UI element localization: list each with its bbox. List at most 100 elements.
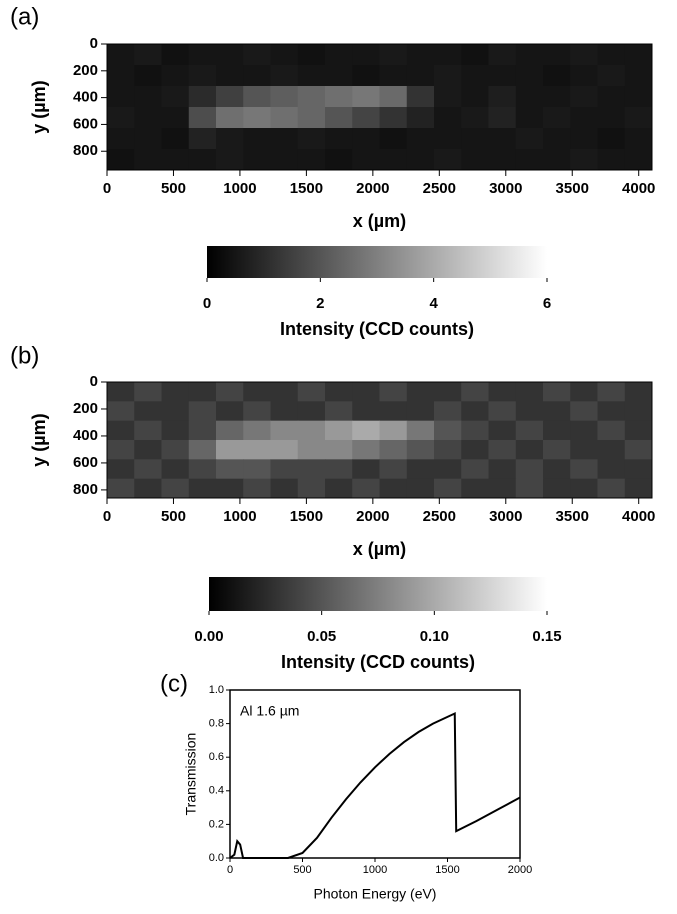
heatmap-cell bbox=[297, 478, 326, 499]
heatmap-cell bbox=[434, 459, 462, 480]
x-tick-label: 0 bbox=[227, 864, 233, 876]
heatmap-cell bbox=[134, 459, 162, 480]
heatmap-cell bbox=[406, 401, 435, 422]
heatmap-cell bbox=[352, 401, 380, 422]
heatmap-cell bbox=[597, 382, 626, 402]
heatmap-cell bbox=[570, 478, 598, 499]
heatmap-cell bbox=[461, 440, 489, 460]
x-tick-label: 500 bbox=[161, 180, 186, 197]
heatmap-cell bbox=[406, 382, 435, 402]
heatmap-cell bbox=[461, 65, 489, 87]
heatmap-cell bbox=[161, 440, 190, 460]
heatmap-cell bbox=[243, 459, 271, 480]
heatmap-cell bbox=[325, 459, 353, 480]
heatmap-cell bbox=[325, 86, 353, 108]
heatmap-cell bbox=[406, 107, 435, 129]
heatmap-cell bbox=[624, 149, 653, 171]
heatmap-cell bbox=[434, 382, 462, 402]
heatmap-cell bbox=[379, 420, 408, 441]
heatmap-cell bbox=[188, 459, 217, 480]
heatmap-cell bbox=[107, 44, 135, 66]
heatmap-cell bbox=[624, 107, 653, 129]
heatmap-cell bbox=[597, 420, 626, 441]
heatmap-cell bbox=[434, 65, 462, 87]
heatmap-cell bbox=[352, 149, 380, 171]
heatmap-cell bbox=[624, 65, 653, 87]
x-tick-label: 2000 bbox=[356, 180, 389, 197]
heatmap-cell bbox=[624, 478, 653, 499]
heatmap-cell bbox=[325, 478, 353, 499]
y-tick-label: 0.8 bbox=[209, 718, 224, 730]
heatmap-cell bbox=[325, 65, 353, 87]
heatmap-cell bbox=[325, 128, 353, 150]
heatmap-cell bbox=[161, 44, 190, 66]
heatmap-cell bbox=[379, 65, 408, 87]
heatmap-cell bbox=[597, 86, 626, 108]
y-tick-label: 600 bbox=[73, 115, 98, 132]
heatmap-cell bbox=[134, 478, 162, 499]
x-tick-label: 1500 bbox=[435, 864, 459, 876]
heatmap-cell bbox=[570, 86, 598, 108]
heatmap-cell bbox=[352, 440, 380, 460]
x-tick-label: 4000 bbox=[622, 180, 655, 197]
heatmap-cell bbox=[488, 107, 517, 129]
heatmap-cell bbox=[515, 401, 544, 422]
heatmap-cell bbox=[543, 65, 571, 87]
x-tick-label: 0 bbox=[103, 180, 111, 197]
heatmap-cell bbox=[107, 382, 135, 402]
heatmap-cell bbox=[570, 420, 598, 441]
heatmap-cell bbox=[270, 478, 299, 499]
heatmap-cell bbox=[461, 149, 489, 171]
heatmap-cell bbox=[270, 107, 299, 129]
heatmap-cell bbox=[379, 44, 408, 66]
heatmap-cell bbox=[379, 382, 408, 402]
heatmap-cell bbox=[461, 478, 489, 499]
heatmap-cell bbox=[434, 478, 462, 499]
x-tick-label: 3000 bbox=[489, 180, 522, 197]
heatmap-cell bbox=[216, 382, 244, 402]
y-axis-label: y (µm) bbox=[29, 413, 49, 466]
heatmap-cell bbox=[461, 107, 489, 129]
heatmap-cell bbox=[297, 149, 326, 171]
heatmap-cell bbox=[325, 420, 353, 441]
heatmap-cell bbox=[325, 107, 353, 129]
heatmap-cell bbox=[488, 128, 517, 150]
heatmap-cell bbox=[161, 401, 190, 422]
heatmap-cell bbox=[188, 478, 217, 499]
heatmap-cell bbox=[297, 459, 326, 480]
heatmap-cell bbox=[515, 420, 544, 441]
y-tick-label: 0.0 bbox=[209, 852, 224, 864]
heatmap-cell bbox=[434, 128, 462, 150]
heatmap-cell bbox=[488, 44, 517, 66]
annotation: Al 1.6 µm bbox=[240, 703, 299, 719]
y-tick-label: 400 bbox=[73, 427, 98, 444]
heatmap-cell bbox=[325, 149, 353, 171]
heatmap-cell bbox=[379, 440, 408, 460]
heatmap-cell bbox=[570, 107, 598, 129]
heatmap-cell bbox=[243, 440, 271, 460]
heatmap-cell bbox=[352, 65, 380, 87]
heatmap-cell bbox=[216, 401, 244, 422]
heatmap-cell bbox=[161, 128, 190, 150]
heatmap-cell bbox=[297, 440, 326, 460]
heatmap-cell bbox=[461, 459, 489, 480]
y-axis-label: y (µm) bbox=[29, 80, 49, 133]
heatmap-cell bbox=[243, 149, 271, 171]
heatmap-cell bbox=[352, 44, 380, 66]
x-tick-label: 1000 bbox=[223, 508, 256, 525]
heatmap-cell bbox=[515, 440, 544, 460]
heatmap-cell bbox=[597, 149, 626, 171]
heatmap-cell bbox=[624, 44, 653, 66]
heatmap-cell bbox=[379, 459, 408, 480]
heatmap-cell bbox=[270, 44, 299, 66]
x-tick-label: 2000 bbox=[356, 508, 389, 525]
heatmap-cell bbox=[406, 44, 435, 66]
heatmap-cell bbox=[297, 107, 326, 129]
heatmap-cell bbox=[134, 86, 162, 108]
heatmap-cell bbox=[134, 401, 162, 422]
heatmap-cell bbox=[161, 149, 190, 171]
heatmap-cell bbox=[543, 86, 571, 108]
heatmap-cell bbox=[461, 420, 489, 441]
heatmap-cell bbox=[434, 420, 462, 441]
